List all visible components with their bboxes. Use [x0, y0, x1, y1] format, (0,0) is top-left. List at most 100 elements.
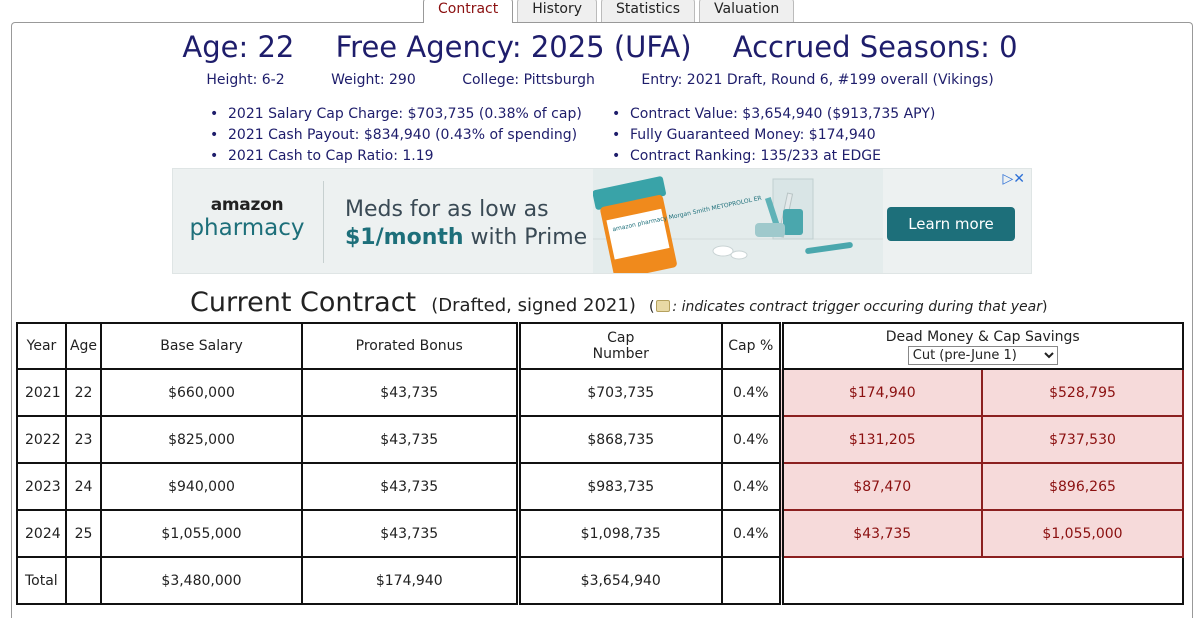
accrued-seasons-value: Accrued Seasons: 0: [732, 30, 1018, 64]
cell-base-salary: $660,000: [100, 368, 303, 417]
contract-table: Year Age Base Salary Prorated Bonus Cap N…: [16, 322, 1184, 605]
cell-cap-number: $868,735: [515, 415, 723, 464]
cell-cap-percent: 0.4%: [721, 462, 782, 511]
cell-cap-number: $703,735: [515, 368, 723, 417]
advertisement-banner[interactable]: amazon pharmacy Meds for as low as $1/mo…: [172, 168, 1032, 274]
col-header-base-salary: Base Salary: [100, 322, 303, 370]
ad-choices-icon[interactable]: ▷✕: [1002, 171, 1026, 187]
college-value: College: Pittsburgh: [462, 72, 595, 88]
col-header-year: Year: [16, 322, 67, 370]
amazon-pharmacy-logo: amazon pharmacy: [187, 195, 307, 241]
player-headline: Age: 22 Free Agency: 2025 (UFA) Accrued …: [0, 30, 1200, 64]
ad-divider: [323, 181, 324, 263]
free-agency-value: Free Agency: 2025 (UFA): [335, 30, 692, 64]
table-row: 2021 22 $660,000 $43,735 $703,735 0.4% $…: [16, 368, 1184, 417]
cell-prorated-bonus: $43,735: [301, 415, 519, 464]
ad-price-suffix: with Prime: [463, 225, 588, 250]
cell-year: 2021: [16, 368, 67, 417]
col-header-cap-number: Cap Number: [515, 322, 723, 370]
list-item: Contract Value: $3,654,940 ($913,735 APY…: [612, 104, 935, 125]
table-row: 2023 24 $940,000 $43,735 $983,735 0.4% $…: [16, 462, 1184, 511]
cell-prorated-bonus: $43,735: [301, 368, 519, 417]
table-header-row: Year Age Base Salary Prorated Bonus Cap N…: [16, 322, 1184, 370]
contract-summary-list: Contract Value: $3,654,940 ($913,735 APY…: [612, 104, 935, 167]
dead-money-label: Dead Money & Cap Savings: [885, 328, 1080, 345]
cut-scenario-select[interactable]: Cut (pre-June 1): [907, 345, 1058, 365]
tab-contract[interactable]: Contract: [423, 0, 514, 23]
cell-cap-percent: 0.4%: [721, 509, 782, 558]
cell-total-cap-number: $3,654,940: [515, 556, 723, 605]
tab-bar: Contract History Statistics Valuation: [423, 0, 795, 23]
col-header-prorated-bonus: Prorated Bonus: [301, 322, 519, 370]
cell-year: 2024: [16, 509, 67, 558]
ad-price: $1/month: [345, 225, 464, 250]
col-header-dead-money: Dead Money & Cap Savings Cut (pre-June 1…: [778, 322, 1184, 370]
cap-header-line1: Cap: [607, 330, 635, 346]
contract-title: Current Contract: [190, 287, 417, 318]
cell-cap-number: $983,735: [515, 462, 723, 511]
ad-copy: Meds for as low as $1/month with Prime: [345, 197, 587, 250]
age-value: Age: 22: [182, 30, 295, 64]
cell-prorated-bonus: $43,735: [301, 509, 519, 558]
cell-cap-percent: 0.4%: [721, 368, 782, 417]
table-row: 2022 23 $825,000 $43,735 $868,735 0.4% $…: [16, 415, 1184, 464]
cap-header-line2: Number: [592, 346, 649, 362]
ad-headline: Meds for as low as: [345, 197, 549, 222]
cell-dead-money: $87,470: [778, 462, 983, 511]
cell-total-age: [65, 556, 102, 605]
cell-dead-money: $43,735: [778, 509, 983, 558]
cell-total-cap-percent: [721, 556, 782, 605]
table-total-row: Total $3,480,000 $174,940 $3,654,940: [16, 556, 1184, 605]
trigger-note: ( : indicates contract trigger occuring d…: [649, 299, 1048, 315]
cell-cap-savings: $737,530: [981, 415, 1184, 464]
tab-history[interactable]: History: [517, 0, 598, 22]
pill-bottle-illustration: amazon pharmacy Morgan Smith METOPROLOL …: [593, 169, 883, 273]
entry-value: Entry: 2021 Draft, Round 6, #199 overall…: [641, 72, 994, 88]
trigger-note-close: ): [1041, 299, 1048, 315]
cell-dead-money: $174,940: [778, 368, 983, 417]
ad-brand-top: amazon: [210, 195, 284, 215]
trigger-note-open: (: [648, 299, 655, 315]
cell-year: 2022: [16, 415, 67, 464]
cell-cap-savings: $896,265: [981, 462, 1184, 511]
trigger-note-text: : indicates contract trigger occuring du…: [672, 299, 1042, 315]
list-item: 2021 Cash to Cap Ratio: 1.19: [210, 146, 582, 167]
list-item: 2021 Salary Cap Charge: $703,735 (0.38% …: [210, 104, 582, 125]
contract-subtitle: (Drafted, signed 2021): [431, 295, 636, 316]
cell-dead-money: $131,205: [778, 415, 983, 464]
cell-year: 2023: [16, 462, 67, 511]
cell-cap-savings: $528,795: [981, 368, 1184, 417]
list-item: Contract Ranking: 135/233 at EDGE: [612, 146, 935, 167]
cell-base-salary: $825,000: [100, 415, 303, 464]
ad-brand-bottom: pharmacy: [189, 215, 305, 241]
contract-panel: [11, 22, 1193, 618]
cell-age: 24: [65, 462, 102, 511]
cell-prorated-bonus: $43,735: [301, 462, 519, 511]
tab-statistics[interactable]: Statistics: [601, 0, 696, 22]
cell-age: 23: [65, 415, 102, 464]
cell-total-prorated-bonus: $174,940: [301, 556, 519, 605]
cell-total-base-salary: $3,480,000: [100, 556, 303, 605]
col-header-age: Age: [65, 322, 102, 370]
tab-valuation[interactable]: Valuation: [699, 0, 795, 22]
learn-more-button[interactable]: Learn more: [887, 207, 1015, 241]
cell-total-dead-money: [778, 556, 1184, 605]
cell-cap-number: $1,098,735: [515, 509, 723, 558]
list-item: 2021 Cash Payout: $834,940 (0.43% of spe…: [210, 125, 582, 146]
player-details: Height: 6-2 Weight: 290 College: Pittsbu…: [0, 72, 1200, 88]
cell-age: 22: [65, 368, 102, 417]
cell-total-label: Total: [16, 556, 67, 605]
cell-age: 25: [65, 509, 102, 558]
col-header-cap-percent: Cap %: [721, 322, 782, 370]
cap-summary-list: 2021 Salary Cap Charge: $703,735 (0.38% …: [210, 104, 582, 167]
cell-cap-percent: 0.4%: [721, 415, 782, 464]
weight-value: Weight: 290: [331, 72, 416, 88]
cell-base-salary: $940,000: [100, 462, 303, 511]
contract-trigger-icon: [656, 300, 671, 312]
cell-base-salary: $1,055,000: [100, 509, 303, 558]
height-value: Height: 6-2: [206, 72, 285, 88]
list-item: Fully Guaranteed Money: $174,940: [612, 125, 935, 146]
contract-heading: Current Contract (Drafted, signed 2021) …: [190, 287, 1047, 318]
ad-subheadline: $1/month with Prime: [345, 225, 587, 250]
table-row: 2024 25 $1,055,000 $43,735 $1,098,735 0.…: [16, 509, 1184, 558]
